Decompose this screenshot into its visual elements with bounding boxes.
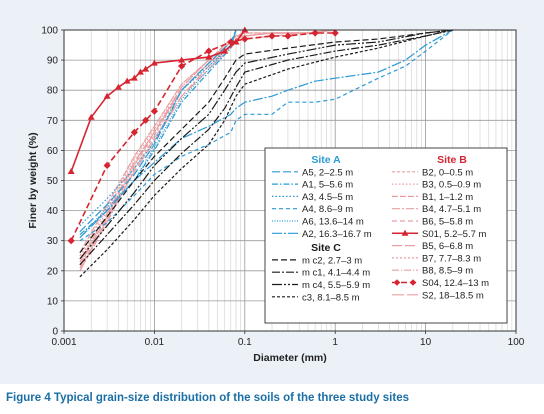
legend-entry-label: B3, 0.5–0.9 m [422, 180, 481, 191]
y-tick-label: 20 [47, 266, 59, 277]
y-tick-label: 50 [47, 176, 59, 187]
series-line [79, 29, 453, 266]
x-tick-label: 10 [420, 337, 432, 348]
data-point-triangle [136, 68, 144, 75]
series-line [79, 29, 336, 263]
y-tick-label: 80 [47, 86, 59, 97]
legend-group-title: Site A [311, 154, 341, 166]
y-tick-label: 10 [47, 296, 59, 307]
data-point-diamond [241, 35, 249, 43]
data-point-diamond [130, 128, 138, 136]
y-tick-label: 30 [47, 236, 59, 247]
legend-marker-triangle [401, 229, 409, 236]
series-line [79, 29, 453, 254]
data-point-triangle [150, 59, 158, 66]
x-tick-label: 0.01 [145, 337, 165, 348]
legend-entry-label: S04, 12.4–13 m [422, 278, 489, 289]
chart-panel: 0 10 20 30 40 50 60 70 80 90 100 0.001 0.01 0.1 1 10 100… [0, 0, 544, 384]
legend-box [264, 147, 508, 324]
legend-entry-label: m c1, 4.1–4.4 m [302, 268, 370, 279]
series-line [79, 29, 336, 266]
legend-entry-label: B7, 7.7–8.3 m [422, 253, 481, 264]
y-tick-label: 40 [47, 206, 59, 217]
y-tick-label: 70 [47, 116, 59, 127]
figure-caption: Figure 4 Typical grain-size distribution… [6, 392, 409, 404]
legend-entry-label: B8, 8.5–9 m [422, 266, 473, 277]
data-point-triangle [205, 53, 213, 60]
data-point-diamond [178, 62, 186, 70]
data-point-triangle [221, 47, 229, 54]
x-axis-label: Diameter (mm) [253, 352, 327, 364]
x-tick-label: 0.001 [51, 337, 76, 348]
data-point-diamond [142, 116, 150, 124]
x-tick-label: 1 [332, 337, 338, 348]
data-point-triangle [67, 167, 75, 174]
legend-entry-label: A6, 13.6–14 m [302, 217, 364, 228]
data-point-diamond [103, 161, 111, 170]
data-point-diamond [284, 32, 292, 40]
legend-marker-diamond [393, 279, 401, 286]
y-tick-label: 60 [47, 146, 59, 157]
data-point-diamond [268, 32, 276, 40]
legend-entry-label: m c4, 5.5–5.9 m [302, 280, 370, 291]
y-tick-label: 100 [41, 26, 58, 37]
data-point-triangle [130, 74, 138, 81]
series-line [79, 29, 237, 233]
data-point-triangle [232, 38, 240, 45]
legend-entry-label: A2, 16.3–16.7 m [302, 229, 372, 240]
legend-entry-label: A5, 2–2.5 m [302, 167, 353, 178]
data-point-diamond [227, 38, 235, 46]
legend-marker-diamond [409, 279, 417, 286]
y-axis-label: Finer by weight (%) [27, 132, 39, 228]
data-point-triangle [123, 77, 131, 84]
data-point-diamond [331, 29, 339, 37]
legend-entry-label: A1, 5–5.6 m [302, 180, 353, 191]
legend-entry-label: S01, 5.2–5.7 m [422, 229, 487, 240]
data-point-triangle [178, 56, 186, 63]
legend-entry-label: A3, 4.5–5 m [302, 192, 353, 203]
data-point-diamond [150, 107, 158, 115]
grain-size-chart: 0 10 20 30 40 50 60 70 80 90 100 0.001 0.01 0.1 1 10 100… [27, 26, 525, 365]
legend-entry-label: m c2, 2.7–3 m [302, 255, 362, 266]
series-line [79, 29, 453, 278]
legend-entry-label: B2, 0–0.5 m [422, 167, 473, 178]
series-line [79, 29, 454, 239]
series-line [79, 29, 453, 260]
data-point-diamond [205, 47, 213, 55]
x-tick-label: 0.1 [238, 337, 252, 348]
legend-entry-label: B6, 5–5.8 m [422, 217, 473, 228]
x-tick-label: 100 [508, 337, 525, 348]
data-point-triangle [142, 65, 150, 72]
y-tick-label: 90 [47, 56, 59, 67]
data-point-triangle [87, 113, 95, 120]
legend-entry-label: B5, 6–6.8 m [422, 241, 473, 252]
data-point-diamond [311, 29, 319, 37]
data-point-diamond [67, 237, 75, 245]
figure-number: Figure 4 [6, 392, 51, 404]
data-point-triangle [103, 92, 111, 99]
y-tick-label: 0 [52, 327, 58, 338]
legend-entry-label: A4, 8.6–9 m [302, 204, 353, 215]
legend-entry-label: B1, 1–1.2 m [422, 192, 473, 203]
legend-entry-label: B4, 4.7–5.1 m [422, 204, 481, 215]
figure-caption-text: Typical grain-size distribution of the s… [50, 392, 409, 404]
legend-entry-label: S2, 18–18.5 m [422, 290, 484, 301]
data-point-triangle [114, 83, 122, 90]
legend-entry-label: c3, 8.1–8.5 m [302, 292, 360, 303]
legend-group-title: Site B [437, 154, 467, 166]
legend-group-title: Site C [311, 242, 341, 254]
series-line [79, 29, 454, 242]
